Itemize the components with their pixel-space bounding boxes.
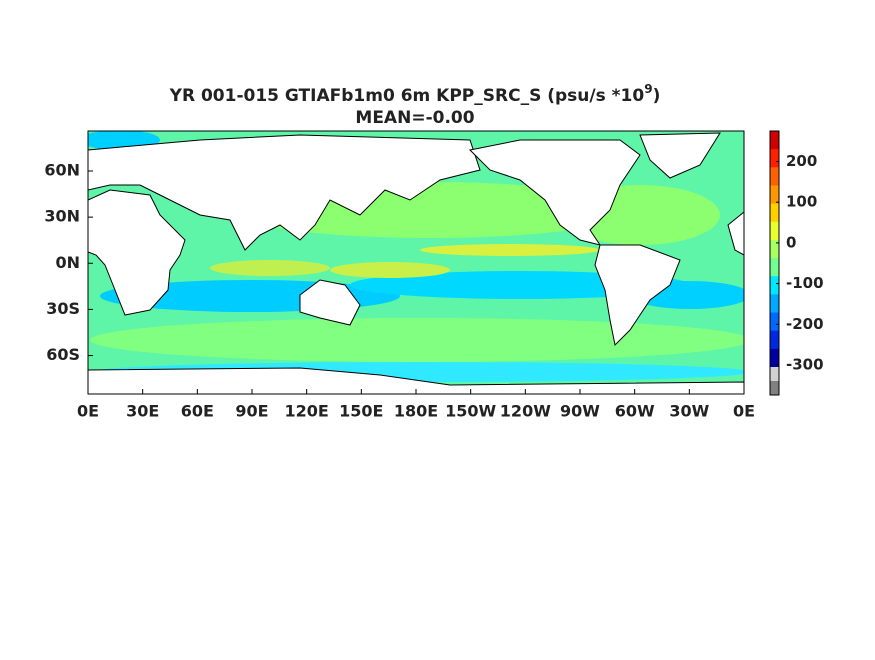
x-tick-label: 120W xyxy=(500,402,551,421)
colorbar-level xyxy=(770,239,779,259)
x-tick-label: 0E xyxy=(733,402,755,421)
colorbar-tick-label: 100 xyxy=(786,193,817,211)
field-band xyxy=(90,318,744,362)
field-band xyxy=(210,260,330,276)
x-tick-label: 30W xyxy=(669,402,709,421)
field-band xyxy=(420,244,600,256)
x-tick-label: 150W xyxy=(445,402,496,421)
map-field xyxy=(88,131,744,394)
colorbar-under xyxy=(770,381,779,395)
colorbar-level xyxy=(770,131,779,150)
title-superscript: 9 xyxy=(644,82,652,96)
colorbar-tick-label: 200 xyxy=(786,152,817,170)
colorbar-level xyxy=(770,312,779,332)
title: YR 001-015 GTIAFb1m0 6m KPP_SRC_S (psu/s… xyxy=(169,82,661,107)
title-close: ) xyxy=(653,86,661,106)
antarctica xyxy=(88,367,744,394)
subtitle: MEAN=-0.00 xyxy=(355,108,474,128)
x-tick-label: 180E xyxy=(394,402,438,421)
colorbar-tick-label: -100 xyxy=(786,274,824,292)
colorbar-level xyxy=(770,330,779,350)
colorbar-level xyxy=(770,294,779,314)
colorbar-tick-label: -300 xyxy=(786,355,824,373)
x-tick-label: 90E xyxy=(235,402,268,421)
colorbar-level xyxy=(770,185,779,205)
y-tick-label: 30S xyxy=(46,299,80,318)
x-tick-label: 120E xyxy=(285,402,329,421)
x-tick-label: 90W xyxy=(560,402,600,421)
colorbar-tick-label: 0 xyxy=(786,233,796,251)
colorbar-level xyxy=(770,167,779,186)
x-tick-label: 30E xyxy=(126,402,159,421)
colorbar-level xyxy=(770,149,779,168)
greenland xyxy=(639,132,721,179)
north-america xyxy=(468,139,641,246)
australia xyxy=(299,279,361,326)
title-text: YR 001-015 GTIAFb1m0 6m KPP_SRC_S (psu/s… xyxy=(169,86,645,106)
south-america xyxy=(594,244,681,347)
y-tick-label: 60N xyxy=(44,160,80,179)
y-tick-label: 0N xyxy=(55,253,80,272)
field-band xyxy=(330,262,450,278)
colorbar-level xyxy=(770,203,779,223)
colorbar-frame xyxy=(769,130,780,396)
colorbar-tick-label: -200 xyxy=(786,315,824,333)
x-tick-label: 0E xyxy=(77,402,99,421)
colorbar-level xyxy=(770,221,779,241)
west-africa xyxy=(727,211,744,256)
colorbar-level xyxy=(770,258,779,277)
africa xyxy=(88,189,186,316)
x-tick-label: 60E xyxy=(181,402,214,421)
x-tick-label: 150E xyxy=(339,402,383,421)
colorbar-level xyxy=(770,348,779,368)
x-tick-label: 60W xyxy=(615,402,655,421)
colorbar-level xyxy=(770,276,779,295)
colorbar-under xyxy=(770,367,779,381)
y-tick-label: 30N xyxy=(44,207,80,226)
y-tick-label: 60S xyxy=(46,345,80,364)
